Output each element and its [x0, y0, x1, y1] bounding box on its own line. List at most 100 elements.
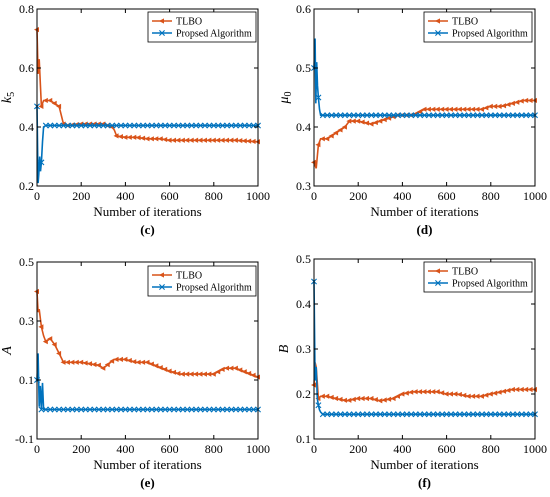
data-point: [399, 391, 405, 397]
data-point: [452, 106, 458, 112]
data-point: [514, 112, 521, 119]
data-point: [56, 122, 63, 129]
data-point: [188, 406, 195, 413]
data-point: [91, 406, 98, 413]
x-axis-label: Number of iterations: [93, 457, 201, 472]
y-tick-label: 0.2: [296, 387, 311, 401]
data-point: [144, 122, 151, 129]
data-point: [390, 112, 397, 119]
legend-box: [147, 265, 257, 297]
data-point: [319, 136, 325, 142]
data-point: [417, 112, 424, 119]
data-point: [64, 122, 71, 129]
x-tick-label: 0: [311, 442, 317, 456]
series-line: [313, 281, 535, 416]
data-point: [434, 112, 441, 119]
data-point: [179, 406, 186, 413]
data-point: [82, 406, 89, 413]
data-point: [113, 133, 119, 139]
data-point: [241, 122, 248, 129]
legend-label: Propsed Algorithm: [452, 29, 528, 40]
data-point: [443, 391, 449, 397]
data-point: [42, 406, 49, 413]
data-point: [38, 324, 44, 330]
data-point: [197, 137, 203, 143]
data-point: [171, 406, 178, 413]
data-point: [166, 137, 172, 143]
data-point: [341, 411, 348, 418]
data-point: [60, 359, 66, 365]
data-point: [319, 411, 326, 418]
data-point: [232, 137, 238, 143]
data-point: [219, 366, 225, 372]
data-point: [355, 112, 362, 119]
data-point: [328, 112, 335, 119]
data-point: [162, 366, 168, 372]
data-point: [113, 356, 119, 362]
data-point: [206, 122, 213, 129]
data-point: [87, 122, 94, 129]
data-point: [509, 411, 516, 418]
data-point: [439, 112, 446, 119]
data-point: [364, 112, 371, 119]
x-tick-label: 600: [161, 189, 179, 203]
data-point: [60, 122, 67, 129]
data-point: [148, 136, 154, 142]
data-point: [465, 112, 472, 119]
data-point: [188, 371, 194, 377]
data-point: [224, 122, 231, 129]
data-point: [386, 112, 393, 119]
data-point: [461, 392, 467, 398]
data-point: [91, 122, 98, 129]
data-point: [197, 371, 203, 377]
data-point: [368, 112, 375, 119]
data-point: [246, 406, 253, 413]
data-point: [179, 371, 185, 377]
x-tick-label: 0: [34, 442, 40, 456]
data-point: [64, 406, 71, 413]
data-point: [478, 411, 485, 418]
data-point: [527, 386, 533, 393]
data-point: [483, 411, 490, 418]
data-point: [333, 112, 340, 119]
data-point: [430, 106, 436, 112]
data-point: [408, 112, 415, 119]
series-line: [313, 362, 535, 402]
data-point: [465, 393, 471, 399]
y-tick-label: 0.4: [296, 120, 311, 134]
x-tick-label: 200: [349, 189, 367, 203]
data-point: [501, 103, 507, 109]
data-point: [215, 406, 222, 413]
data-point: [492, 112, 499, 119]
data-point: [523, 386, 529, 393]
data-point: [381, 112, 388, 119]
data-point: [219, 406, 226, 413]
data-point: [527, 112, 534, 119]
data-point: [456, 411, 463, 418]
data-point: [51, 342, 57, 348]
data-point: [232, 122, 239, 129]
data-point: [381, 117, 387, 123]
data-point: [215, 369, 221, 375]
data-point: [465, 106, 471, 112]
data-point: [206, 406, 213, 413]
data-point: [38, 159, 45, 166]
axes-frame: [313, 8, 536, 187]
data-point: [319, 112, 326, 119]
series-proposed: [311, 278, 538, 418]
data-point: [162, 406, 169, 413]
x-tick-label: 800: [482, 442, 500, 456]
legend-label: TLBO: [452, 267, 478, 278]
data-point: [350, 112, 357, 119]
data-point: [228, 137, 234, 143]
data-point: [359, 119, 365, 125]
data-point: [527, 97, 533, 104]
data-point: [394, 411, 401, 418]
data-point: [109, 122, 116, 129]
data-point: [193, 406, 200, 413]
data-point: [241, 406, 248, 413]
data-point: [69, 359, 75, 365]
data-point: [246, 370, 252, 377]
data-point: [179, 122, 186, 129]
legend-label: TLBO: [452, 17, 478, 28]
